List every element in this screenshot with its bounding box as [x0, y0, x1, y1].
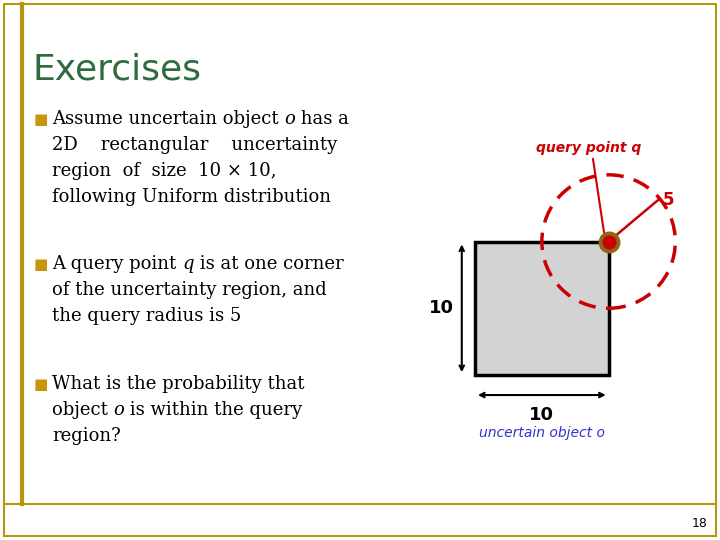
Text: o: o	[284, 110, 295, 128]
Text: has a: has a	[295, 110, 349, 128]
Text: uncertain object o: uncertain object o	[479, 426, 605, 440]
Text: ■: ■	[34, 377, 48, 392]
Text: object: object	[52, 401, 114, 419]
Text: region  of  size  10 × 10,: region of size 10 × 10,	[52, 162, 276, 180]
Text: A query point: A query point	[52, 255, 182, 273]
Text: What is the probability that: What is the probability that	[52, 375, 305, 393]
Text: ■: ■	[34, 112, 48, 127]
Text: ■: ■	[34, 257, 48, 272]
Text: following Uniform distribution: following Uniform distribution	[52, 188, 331, 206]
Text: 5: 5	[662, 191, 674, 209]
Text: o: o	[114, 401, 125, 419]
Text: Exercises: Exercises	[32, 52, 201, 86]
Text: of the uncertainty region, and: of the uncertainty region, and	[52, 281, 327, 299]
Text: query point q: query point q	[536, 141, 642, 155]
Text: 18: 18	[692, 517, 708, 530]
Text: is within the query: is within the query	[125, 401, 302, 419]
Text: 10: 10	[529, 406, 554, 424]
Bar	[475, 241, 608, 375]
Text: 10: 10	[428, 299, 454, 318]
Text: Assume uncertain object: Assume uncertain object	[52, 110, 284, 128]
Text: 2D    rectangular    uncertainty: 2D rectangular uncertainty	[52, 136, 337, 154]
Text: the query radius is 5: the query radius is 5	[52, 307, 241, 325]
Text: region?: region?	[52, 427, 121, 445]
Text: q: q	[182, 255, 194, 273]
Text: is at one corner: is at one corner	[194, 255, 343, 273]
